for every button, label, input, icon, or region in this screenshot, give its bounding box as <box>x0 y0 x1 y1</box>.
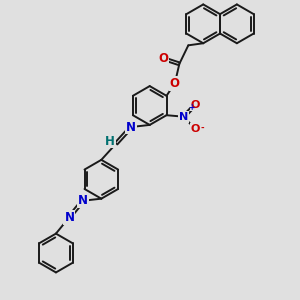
Text: H: H <box>105 134 115 148</box>
Text: O: O <box>170 77 180 90</box>
Text: O: O <box>190 100 200 110</box>
Text: +: + <box>188 103 194 112</box>
Text: N: N <box>64 211 74 224</box>
Text: O: O <box>190 124 200 134</box>
Text: N: N <box>126 121 136 134</box>
Text: -: - <box>201 124 204 133</box>
Text: N: N <box>179 112 188 122</box>
Text: N: N <box>78 194 88 207</box>
Text: O: O <box>158 52 168 65</box>
